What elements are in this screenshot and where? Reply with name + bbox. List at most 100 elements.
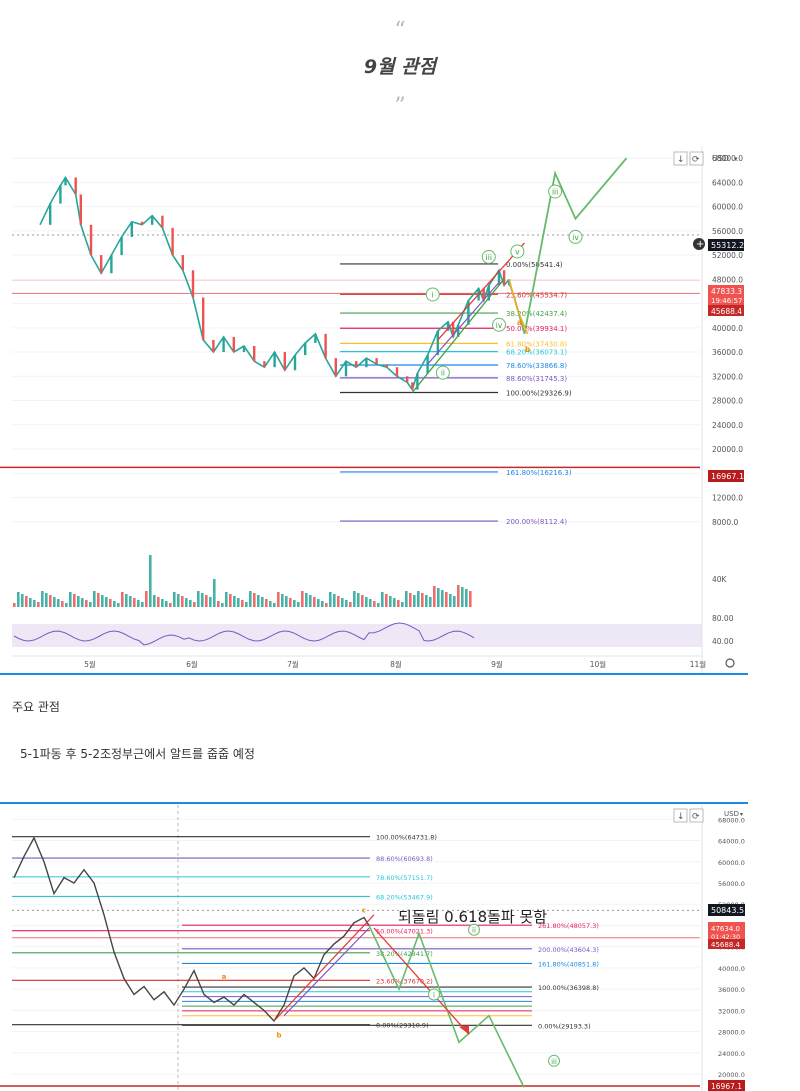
chart1-wave-label: a <box>517 318 522 327</box>
chart1-volume-bar <box>93 591 96 607</box>
chart2-fib-ext-label: 0.00%(29193.3) <box>538 1022 591 1030</box>
chart2-toolbar: ↓ ⟳ USD ▾ <box>673 808 743 823</box>
chart1-volume-bar <box>337 596 340 607</box>
chart1-volume-bar <box>145 591 148 607</box>
chart1-volume-bar <box>233 596 236 607</box>
chart1-volume-bar <box>377 603 380 607</box>
chart1-volume-bar <box>369 599 372 607</box>
chart1-wave-circle <box>481 249 496 264</box>
chart1-candle <box>64 177 67 186</box>
chart1-volume-bar <box>257 595 260 607</box>
chart1-volume-bar <box>57 599 60 607</box>
chart1-last-price: 47833.3 <box>711 287 742 296</box>
chart1-candle <box>416 373 419 390</box>
chart1-x-tick-label: 7월 <box>287 659 299 669</box>
chart2-wave-label: ii <box>472 927 476 935</box>
chart1-candle <box>446 321 450 331</box>
chart1-volume-bar <box>125 594 128 607</box>
chart2-fib-ext-label: 200.00%(43604.3) <box>538 946 599 954</box>
chart1-candle <box>89 224 93 256</box>
chart1-volume-bar <box>201 593 204 607</box>
chart1-volume-bar <box>121 592 124 607</box>
chart1-candle <box>59 185 62 204</box>
chart2-currency-label[interactable]: USD <box>724 810 739 818</box>
chart2-current-price: 50843.5 <box>711 906 744 915</box>
chart1-wave-label: v <box>515 247 520 256</box>
chart1-candle <box>426 355 429 374</box>
chart2-y-tick-label: 60000.0 <box>718 859 745 867</box>
chart1-level-tag <box>708 305 744 316</box>
chart1-candle <box>293 355 297 371</box>
chart1-volume-bar <box>245 602 248 607</box>
chart1-volume-bar <box>37 602 40 607</box>
chart2-countdown: 01:42:30 <box>711 933 740 941</box>
chart1-background <box>0 146 748 676</box>
chart1-volume-bar <box>105 597 108 607</box>
section-text: 5-1파동 후 5-2조정부근에서 알트를 줍줍 예정 <box>20 747 255 761</box>
chart2-price-tags: 50843.5 47634.0 01:42:30 45688.4 16967.1 <box>708 904 745 1091</box>
chart2-y-tick-label: 56000.0 <box>718 880 745 888</box>
chart2-down-arrow-icon[interactable] <box>673 808 688 823</box>
chart2-bear-arrowhead <box>459 1025 469 1035</box>
chart1-volume-bar <box>77 596 80 607</box>
chart1-volume-bar <box>345 600 348 607</box>
chart2-refresh-icon[interactable] <box>689 808 704 823</box>
chart2-support-tag <box>708 1080 745 1091</box>
chart1-candle <box>263 361 266 368</box>
chart1-volume-bar <box>409 593 412 607</box>
chart2-y-tick-label: 40000.0 <box>718 965 745 973</box>
chart2-y-tick-label: 36000.0 <box>718 986 745 994</box>
chart1-volume-bar <box>193 602 196 607</box>
chart-retracement-scenario[interactable]: 100.00%(64731.8) 88.60%(60693.8) 78.60%(57… <box>0 800 748 1091</box>
chart1-countdown: 19:46:57 <box>711 297 742 305</box>
chart1-toolbar: ↓ ⟳ USD ▾ <box>673 151 738 166</box>
chart1-support-price: 16967.1 <box>711 472 744 481</box>
chart1-volume-bar <box>445 592 448 607</box>
chart1-volume-bar <box>313 597 316 607</box>
chart1-volume-bar <box>61 601 64 607</box>
chart2-y-tick-label: 20000.0 <box>718 1071 745 1079</box>
chart1-fib-label: 88.60%(31745.3) <box>506 375 567 383</box>
chart1-candle <box>151 215 154 225</box>
chart1-settings-icon[interactable] <box>725 658 735 668</box>
chart1-volume-bar <box>53 597 56 607</box>
chart1-wave-projection <box>508 157 628 335</box>
chart1-y-tick-label: 36000.0 <box>712 348 743 357</box>
chart1-down-arrow-icon[interactable] <box>673 151 688 166</box>
chart2-background <box>0 800 748 1091</box>
chart1-volume-bar <box>165 601 168 607</box>
chart1-volume-bar <box>97 593 100 607</box>
chart1-candle <box>273 352 276 368</box>
chart1-rsi-pane: 80.00 40.00 <box>12 614 734 647</box>
chart1-rsi-line <box>13 622 475 646</box>
chart1-volume-bar <box>141 602 144 607</box>
chart1-x-tick-label: 11월 <box>690 659 707 669</box>
chart1-price-series <box>39 176 525 393</box>
chart1-volume-bar <box>385 594 388 607</box>
chart1-volume-bar <box>229 594 232 607</box>
post-title: 9월 관점 <box>363 56 437 78</box>
chart1-volume-bar <box>189 600 192 607</box>
chart1-volume-bar <box>213 579 216 607</box>
chart1-volume-bar <box>241 600 244 607</box>
chart1-refresh-icon[interactable] <box>689 151 704 166</box>
chart1-volume-bar <box>265 599 268 607</box>
chart1-plus-icon[interactable] <box>693 238 705 250</box>
chart1-volume-bar <box>373 601 376 607</box>
chart1-volume-bar <box>217 601 220 607</box>
chart2-fib-label: 68.20%(53467.9) <box>376 893 433 901</box>
chart1-volume-bar <box>353 591 356 607</box>
chart1-volume-bar <box>69 592 72 607</box>
chart1-volume-bar <box>153 595 156 607</box>
chart1-fib-label: 0.00%(50541.4) <box>506 261 563 269</box>
chart1-currency-label[interactable]: USD <box>712 154 729 163</box>
chart1-volume-bar <box>461 587 464 607</box>
chart-september-outlook[interactable]: 0.00%(50541.4) 23.60%(45534.7) 38.20%(4243… <box>0 146 748 676</box>
chart1-volume-bar <box>149 555 152 607</box>
chart1-volume-axis-label: 40K <box>712 575 728 584</box>
chart2-fib-label: 88.60%(60693.8) <box>376 855 433 863</box>
chart2-wave-circle <box>548 1054 560 1067</box>
chart2-level-tag <box>708 939 745 949</box>
chart1-grid <box>0 157 700 523</box>
chart2-y-tick-label: 68000.0 <box>718 816 745 824</box>
